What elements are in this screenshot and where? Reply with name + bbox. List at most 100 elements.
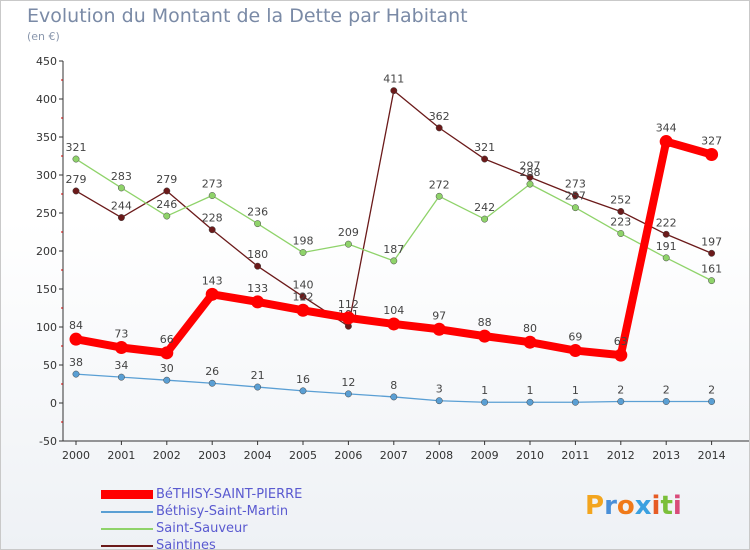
data-label: 283: [111, 170, 132, 183]
data-label: 34: [114, 359, 128, 372]
y-tick-label: 0: [50, 397, 57, 410]
data-point: [344, 390, 352, 398]
data-point: [662, 398, 670, 405]
data-point: [72, 155, 80, 163]
data-point: [72, 370, 80, 378]
x-tick-label: 2007: [380, 449, 408, 462]
data-label: 16: [296, 373, 310, 386]
data-label: 252: [610, 193, 631, 206]
data-point: [481, 215, 489, 223]
y-tick-label: 50: [43, 359, 57, 372]
data-point: [163, 187, 171, 195]
data-point: [571, 192, 579, 199]
y-tick-label: -50: [39, 435, 57, 448]
x-tick-label: 2001: [107, 449, 135, 462]
legend-swatch: [101, 528, 153, 530]
data-label: 80: [523, 322, 537, 335]
data-label: 69: [568, 331, 582, 344]
data-point: [69, 332, 83, 346]
data-point: [114, 341, 128, 355]
legend-swatch: [101, 545, 153, 547]
data-label: 97: [432, 309, 446, 322]
data-point: [254, 262, 262, 270]
data-point: [117, 184, 125, 192]
legend-item: Saintines: [101, 537, 361, 550]
x-tick-label: 2008: [425, 449, 453, 462]
logo-letter: o: [616, 491, 635, 521]
data-label: 228: [202, 212, 223, 225]
legend-swatch: [101, 511, 153, 513]
data-label: 26: [205, 365, 219, 378]
data-label: 327: [701, 134, 722, 147]
data-point: [708, 249, 716, 257]
data-label: 133: [247, 282, 268, 295]
data-point: [117, 373, 125, 381]
data-point: [344, 240, 352, 248]
data-point: [163, 212, 171, 220]
data-label: 279: [66, 173, 87, 186]
data-point: [659, 135, 673, 149]
data-point: [160, 346, 174, 360]
data-label: 112: [338, 298, 359, 311]
data-label: 244: [111, 200, 132, 213]
data-label: 273: [565, 178, 586, 191]
data-point: [205, 287, 219, 301]
data-point: [251, 295, 265, 309]
logo-letter: t: [660, 491, 673, 521]
y-tick-label: 300: [36, 169, 57, 182]
data-label: 104: [383, 304, 404, 317]
logo-letter: x: [634, 491, 652, 521]
data-point: [390, 257, 398, 265]
data-point: [296, 303, 310, 317]
x-tick-label: 2012: [607, 449, 635, 462]
data-point: [432, 322, 446, 336]
legend-label: Saint-Sauveur: [156, 521, 248, 536]
data-label: 257: [565, 190, 586, 203]
logo-letter: i: [651, 491, 661, 521]
data-point: [708, 398, 716, 405]
proxiti-logo: Proxiti: [585, 491, 682, 521]
data-label: 288: [520, 166, 541, 179]
data-point: [163, 376, 171, 384]
data-point: [208, 379, 216, 387]
data-label: 38: [69, 356, 83, 369]
data-label: 321: [66, 141, 87, 154]
data-label: 187: [383, 243, 404, 256]
data-point: [435, 124, 443, 132]
data-point: [387, 317, 401, 331]
data-label: 88: [478, 316, 492, 329]
legend-item: BéTHISY-SAINT-PIERRE: [101, 486, 361, 503]
data-label: 344: [656, 122, 677, 135]
data-point: [617, 230, 625, 237]
data-label: 273: [202, 178, 223, 191]
legend-label: Saintines: [156, 538, 216, 550]
data-point: [617, 208, 625, 215]
data-point: [617, 398, 625, 405]
data-label: 2: [617, 383, 624, 396]
data-label: 143: [202, 274, 223, 287]
data-label: 223: [610, 216, 631, 229]
data-point: [390, 393, 398, 401]
data-label: 161: [701, 263, 722, 276]
data-label: 1: [527, 384, 534, 397]
data-point: [299, 387, 307, 395]
data-label: 21: [251, 369, 265, 382]
data-point: [571, 398, 579, 406]
legend-item: Béthisy-Saint-Martin: [101, 503, 361, 520]
data-point: [435, 397, 443, 405]
data-point: [614, 348, 628, 362]
chart-title: Evolution du Montant de la Dette par Hab…: [27, 5, 468, 27]
data-label: 222: [656, 216, 677, 229]
x-tick-label: 2013: [652, 449, 680, 462]
chart-unit-label: (en €): [27, 30, 60, 43]
data-point: [299, 249, 307, 256]
y-tick-label: 150: [36, 283, 57, 296]
data-label: 1: [481, 384, 488, 397]
x-tick-label: 2003: [198, 449, 226, 462]
x-tick-label: 2006: [334, 449, 362, 462]
legend-label: BéTHISY-SAINT-PIERRE: [156, 487, 303, 502]
data-label: 198: [293, 235, 314, 248]
data-point: [481, 155, 489, 163]
x-tick-label: 2011: [561, 449, 589, 462]
